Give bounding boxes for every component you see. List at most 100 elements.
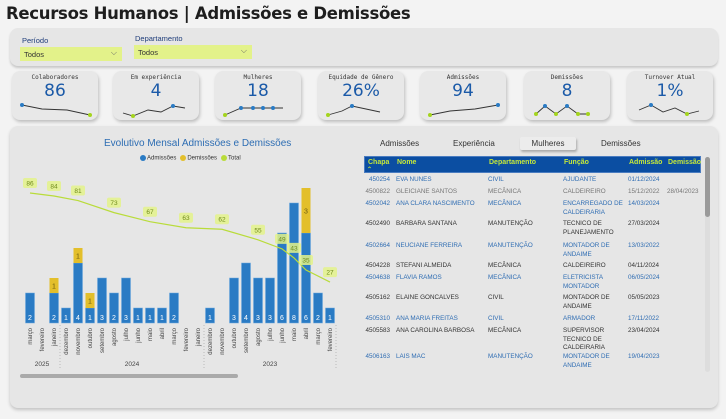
page-title: Recursos Humanos | Admissões e Demissões (6, 4, 411, 23)
kpi-value: 18 (247, 81, 269, 101)
tab-mulheres[interactable]: Mulheres (520, 137, 576, 150)
kpi-value: 1% (656, 81, 684, 101)
kpi-label: Colaboradores (31, 74, 79, 81)
sparkline-icon (534, 104, 590, 116)
cell-nome: ANA CLARA NASCIMENTO (396, 200, 475, 207)
column-demissao[interactable]: Demissão (668, 159, 702, 166)
sparkline-icon (20, 103, 92, 117)
periodo-label: Período (22, 36, 49, 45)
cell-adm: 04/11/2024 (628, 262, 660, 269)
legend-admissoes[interactable]: Admissões (140, 155, 176, 162)
cell-funcao: CALDEIREIRO (563, 188, 606, 195)
cell-nome: ANA MARIA FREITAS (396, 315, 458, 322)
sparkline-icon (122, 104, 186, 118)
cell-funcao: TECNICO DE PLANEJAMENTO (563, 220, 614, 236)
kpi-card: Colaboradores 86 (12, 71, 98, 120)
kpi-label: Demissões (550, 74, 584, 81)
cell-dep: MANUTENÇÃO (488, 242, 533, 249)
cell-funcao: ELETRICISTA MONTADOR (563, 274, 603, 290)
cell-nome: BARBARA SANTANA (396, 220, 457, 227)
sparkline-icon (428, 103, 500, 117)
cell-dep: CIVIL (488, 176, 504, 183)
tab-experiencia[interactable]: Experiência (453, 139, 495, 148)
cell-dep: MECÂNICA (488, 262, 522, 269)
chart-horizontal-scrollbar[interactable] (20, 374, 238, 378)
departamento-label: Departamento (135, 34, 183, 43)
cell-adm: 13/03/2022 (628, 242, 660, 249)
legend-label: Admissões (147, 155, 177, 162)
legend-dot-icon (221, 155, 228, 161)
cell-chapa: 4504228 (365, 262, 390, 269)
cell-chapa: 4505310 (365, 315, 390, 322)
chart-title: Evolutivo Mensal Admissões e Demissões (104, 138, 292, 149)
tab-demissoes[interactable]: Demissões (601, 139, 641, 148)
chevron-down-icon: ⌵ (110, 48, 117, 57)
cell-dep: MECÂNICA (488, 188, 522, 195)
departamento-value: Todos (138, 48, 159, 57)
cell-nome: ELAINE GONCALVES (396, 294, 459, 301)
column-departamento[interactable]: Departamento (489, 159, 537, 166)
sparkline-icon (326, 104, 381, 117)
kpi-card: Turnover Atual 1% (627, 71, 713, 120)
cell-funcao: ARMADOR (563, 315, 596, 322)
cell-funcao: MONTADOR DE ANDAIME (563, 242, 610, 258)
cell-chapa: 4500822 (365, 188, 390, 195)
tab-admissoes[interactable]: Admissões (380, 139, 420, 148)
cell-nome: EVA NUNES (396, 176, 432, 183)
scrollbar-thumb[interactable] (705, 157, 710, 217)
cell-chapa: 4505162 (365, 294, 390, 301)
legend-demissoes[interactable]: Demissões (180, 155, 217, 162)
departamento-select[interactable]: Todos ⌵ (134, 45, 252, 59)
cell-dem: 28/04/2023 (667, 188, 699, 195)
cell-nome: ANA CAROLINA BARBOSA (396, 327, 475, 334)
cell-dep: MANUTENÇÃO (488, 353, 533, 360)
kpi-card: Em experiência 4 (113, 71, 199, 120)
cell-dep: CIVIL (488, 315, 504, 322)
cell-funcao: AJUDANTE (563, 176, 597, 183)
kpi-label: Em experiência (130, 74, 182, 81)
kpi-card: Demissões 8 (524, 71, 610, 120)
cell-chapa: 4504638 (365, 274, 390, 281)
cell-chapa: 4502490 (365, 220, 390, 227)
legend-dot-icon (140, 155, 146, 161)
periodo-select[interactable]: Todos ⌵ (20, 47, 122, 61)
sort-asc-icon: ⌃ (367, 167, 373, 173)
cell-nome: GLEICIANE SANTOS (396, 188, 458, 195)
column-funcao[interactable]: Função (564, 159, 589, 166)
cell-adm: 06/05/2024 (628, 274, 660, 281)
kpi-label: Equidade de Gênero (328, 74, 394, 81)
cell-dep: CIVIL (488, 294, 504, 301)
cell-funcao: CALDEIREIRO (563, 262, 606, 269)
cell-adm: 27/03/2024 (628, 220, 660, 227)
kpi-value: 4 (150, 81, 162, 101)
cell-adm: 14/03/2024 (628, 200, 660, 207)
cell-dep: MECÂNICA (488, 200, 522, 207)
kpi-label: Mulheres (243, 74, 273, 81)
kpi-label: Turnover Atual (644, 74, 696, 81)
legend-dot-icon (180, 155, 187, 161)
cell-adm: 15/12/2022 (628, 188, 660, 195)
cell-chapa: 4502664 (365, 242, 390, 249)
cell-chapa: 4505583 (365, 327, 390, 334)
legend-total[interactable]: Total (221, 155, 241, 162)
cell-adm: 05/05/2023 (628, 294, 660, 301)
cell-dep: MECÂNICA (488, 274, 522, 281)
kpi-value: 26% (342, 81, 380, 101)
legend-label: Total (228, 155, 241, 162)
sparkline-icon (223, 106, 283, 117)
legend-label: Demissões (187, 155, 218, 162)
chevron-down-icon: ⌵ (240, 46, 247, 55)
cell-nome: FLAVIA RAMOS (396, 274, 442, 281)
chart-legend: Admissões Demissões Total (140, 155, 241, 162)
periodo-value: Todos (24, 50, 45, 59)
column-chapa[interactable]: Chapa (368, 159, 390, 166)
table-vertical-scrollbar[interactable] (705, 157, 710, 372)
cell-nome: STEFANI ALMEIDA (396, 262, 452, 269)
cell-funcao: MONTADOR DE ANDAIME (563, 353, 610, 369)
sparkline-icon (638, 103, 700, 116)
cell-nome: NEUCIANE FERREIRA (396, 242, 463, 249)
column-admissao[interactable]: Admissão (629, 159, 663, 166)
column-nome[interactable]: Nome (397, 159, 417, 166)
table-header: Chapa ⌃ Nome Departamento Função Admissã… (364, 156, 701, 173)
kpi-card: Equidade de Gênero 26% (318, 71, 404, 120)
